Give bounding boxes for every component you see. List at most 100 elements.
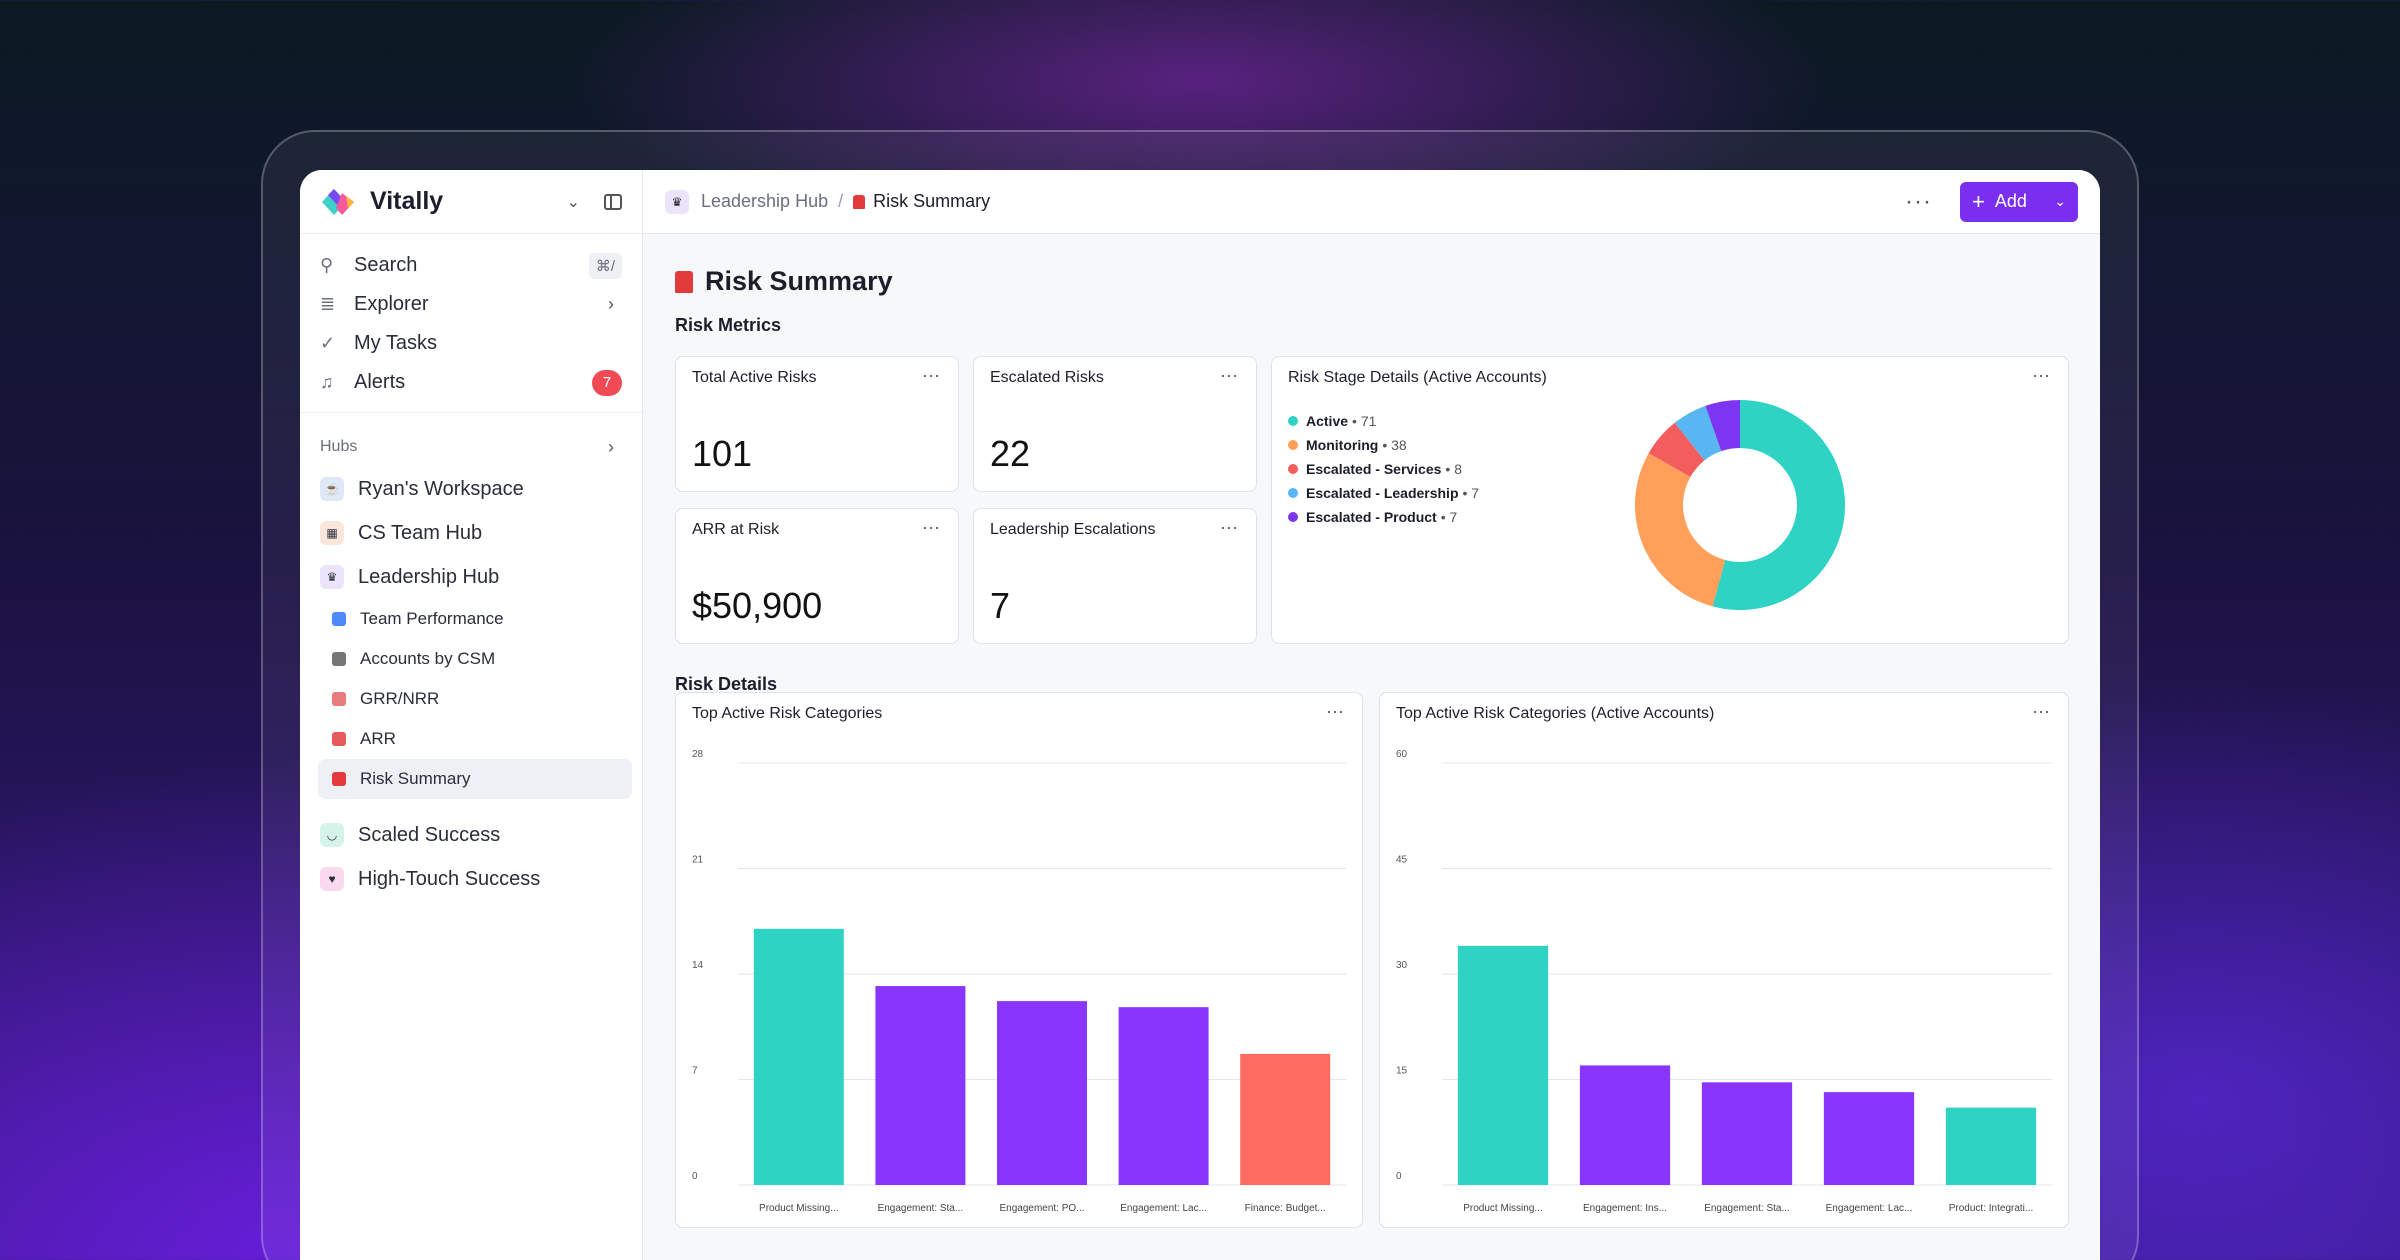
y-tick-label: 60 (1396, 749, 1408, 760)
bar-chart-2: 0 15 30 45 60 Product Missing... Engagement: I… (1396, 749, 2052, 1214)
subnav-grr-nrr[interactable]: GRR/NRR (318, 679, 632, 719)
legend-item: Escalated - Product • 7 (1288, 505, 1479, 529)
workspace-icon: ☕ (320, 477, 344, 501)
nav-alerts[interactable]: ♫ Alerts 7 (320, 363, 622, 402)
bar[interactable] (997, 1001, 1087, 1185)
bar-chart-icon (332, 612, 346, 626)
card-menu-button[interactable]: ··· (2032, 365, 2050, 385)
legend-label: Escalated - Services (1306, 461, 1442, 477)
y-tick-label: 0 (692, 1171, 698, 1182)
card-title: Top Active Risk Categories (Active Accou… (1396, 705, 1715, 722)
add-button[interactable]: + Add ⌄ (1960, 181, 2078, 222)
nav-search-label: Search (354, 254, 418, 276)
toggle-sidebar-icon[interactable] (604, 193, 622, 210)
bar[interactable] (1118, 1007, 1209, 1185)
hub-label: Scaled Success (358, 823, 501, 846)
y-tick-label: 0 (1396, 1171, 1402, 1182)
x-tick-label: Engagement: Sta... (1704, 1203, 1790, 1214)
legend-swatch (1288, 416, 1298, 426)
x-tick-label: Engagement: Lac... (1826, 1203, 1913, 1214)
bar-chart-card-2: Top Active Risk Categories (Active Accou… (1379, 692, 2069, 1228)
chevron-right-icon: › (608, 294, 614, 314)
bar[interactable] (1579, 1065, 1671, 1185)
breadcrumb-parent[interactable]: Leadership Hub (701, 191, 829, 211)
alerts-count-badge: 7 (592, 369, 622, 396)
app-window: Vitally ⌄ ⚲ Search ⌘/ ≣ Explorer › ✓ My … (300, 170, 2100, 1260)
section-risk-details: Risk Details (675, 674, 778, 694)
hub-ryans-workspace[interactable]: ☕ Ryan's Workspace (300, 467, 642, 511)
metric-value: $50,900 (692, 585, 823, 626)
bowl-icon: ◡ (320, 823, 344, 847)
card-title: Escalated Risks (990, 369, 1104, 386)
legend-swatch (1288, 464, 1298, 474)
crown-icon: ♛ (320, 565, 344, 589)
primary-nav: ⚲ Search ⌘/ ≣ Explorer › ✓ My Tasks ♫ Al… (300, 234, 642, 413)
workspace-dropdown-chevron-icon[interactable]: ⌄ (566, 193, 580, 211)
bar[interactable] (875, 986, 966, 1185)
metric-value: 22 (990, 433, 1031, 474)
legend-item: Active • 71 (1288, 409, 1479, 433)
metric-value: 101 (692, 433, 753, 474)
brand-name: Vitally (370, 187, 444, 215)
legend-count: • 71 (1352, 413, 1377, 429)
legend-swatch (1288, 488, 1298, 498)
hub-leadership[interactable]: ♛ Leadership Hub (300, 555, 642, 599)
add-button-label: Add (1994, 191, 2027, 211)
trend-chart-icon (332, 692, 346, 706)
brand-header: Vitally ⌄ (300, 170, 642, 234)
donut-slice[interactable] (1635, 453, 1726, 607)
search-shortcut: ⌘/ (588, 252, 622, 279)
y-tick-label: 28 (692, 749, 704, 760)
hubs-heading-label: Hubs (320, 438, 358, 455)
x-tick-label: Product: Integrati... (1949, 1203, 2034, 1214)
chevron-right-icon: › (608, 436, 614, 457)
bar[interactable] (1945, 1107, 2037, 1185)
bar[interactable] (1457, 945, 1549, 1185)
legend-count: • 8 (1445, 461, 1462, 477)
card-menu-button[interactable]: ··· (2032, 701, 2050, 721)
bar[interactable] (753, 928, 844, 1185)
donut-slice[interactable] (1712, 400, 1845, 610)
section-risk-metrics: Risk Metrics (675, 315, 782, 335)
hub-label: Ryan's Workspace (358, 477, 524, 500)
breadcrumb-current: Risk Summary (873, 191, 991, 211)
hub-cs-team[interactable]: ▦ CS Team Hub (300, 511, 642, 555)
card-title: ARR at Risk (692, 521, 780, 538)
card-menu-button[interactable]: ··· (1326, 701, 1344, 721)
card-menu-button[interactable]: ··· (1220, 517, 1238, 537)
hubs-heading[interactable]: Hubs › (300, 427, 642, 467)
hub-scaled-success[interactable]: ◡ Scaled Success (300, 813, 642, 857)
card-title: Top Active Risk Categories (692, 705, 883, 722)
bar[interactable] (1701, 1082, 1793, 1185)
card-title: Risk Stage Details (Active Accounts) (1288, 369, 1547, 386)
top-bar: ♛ Leadership Hub / Risk Summary ··· + Ad… (643, 170, 2100, 234)
nav-explorer[interactable]: ≣ Explorer › (320, 285, 622, 324)
nav-tasks[interactable]: ✓ My Tasks (320, 324, 622, 363)
card-menu-button[interactable]: ··· (922, 517, 940, 537)
x-tick-label: Engagement: Ins... (1583, 1203, 1667, 1214)
vitally-logo-icon (322, 188, 354, 215)
donut-legend: Active • 71 Monitoring • 38 Escalated - Serv… (1288, 409, 1479, 529)
more-options-button[interactable]: ··· (1905, 187, 1932, 215)
subnav-risk-summary[interactable]: Risk Summary (318, 759, 632, 799)
subnav-accounts-by-csm[interactable]: Accounts by CSM (318, 639, 632, 679)
card-menu-button[interactable]: ··· (922, 365, 940, 385)
card-menu-button[interactable]: ··· (1220, 365, 1238, 385)
subnav-arr[interactable]: ARR (318, 719, 632, 759)
bar[interactable] (1240, 1053, 1331, 1185)
donut-slice[interactable] (1648, 422, 1705, 477)
hub-label: Leadership Hub (358, 565, 500, 588)
bar[interactable] (1823, 1092, 1915, 1185)
donut-slice[interactable] (1674, 405, 1722, 461)
sidebar: Vitally ⌄ ⚲ Search ⌘/ ≣ Explorer › ✓ My … (300, 170, 643, 1260)
donut-slice[interactable] (1705, 400, 1740, 452)
subnav-team-performance[interactable]: Team Performance (318, 599, 632, 639)
hub-label: High-Touch Success (358, 867, 541, 890)
page-content: Risk Summary Risk Metrics (643, 234, 2100, 336)
database-icon: ≣ (320, 294, 336, 314)
hub-high-touch-success[interactable]: ♥ High-Touch Success (300, 857, 642, 901)
legend-item: Monitoring • 38 (1288, 433, 1479, 457)
x-tick-label: Product Missing... (1463, 1203, 1542, 1214)
nav-explorer-label: Explorer (354, 293, 429, 315)
nav-search[interactable]: ⚲ Search ⌘/ (320, 246, 622, 285)
